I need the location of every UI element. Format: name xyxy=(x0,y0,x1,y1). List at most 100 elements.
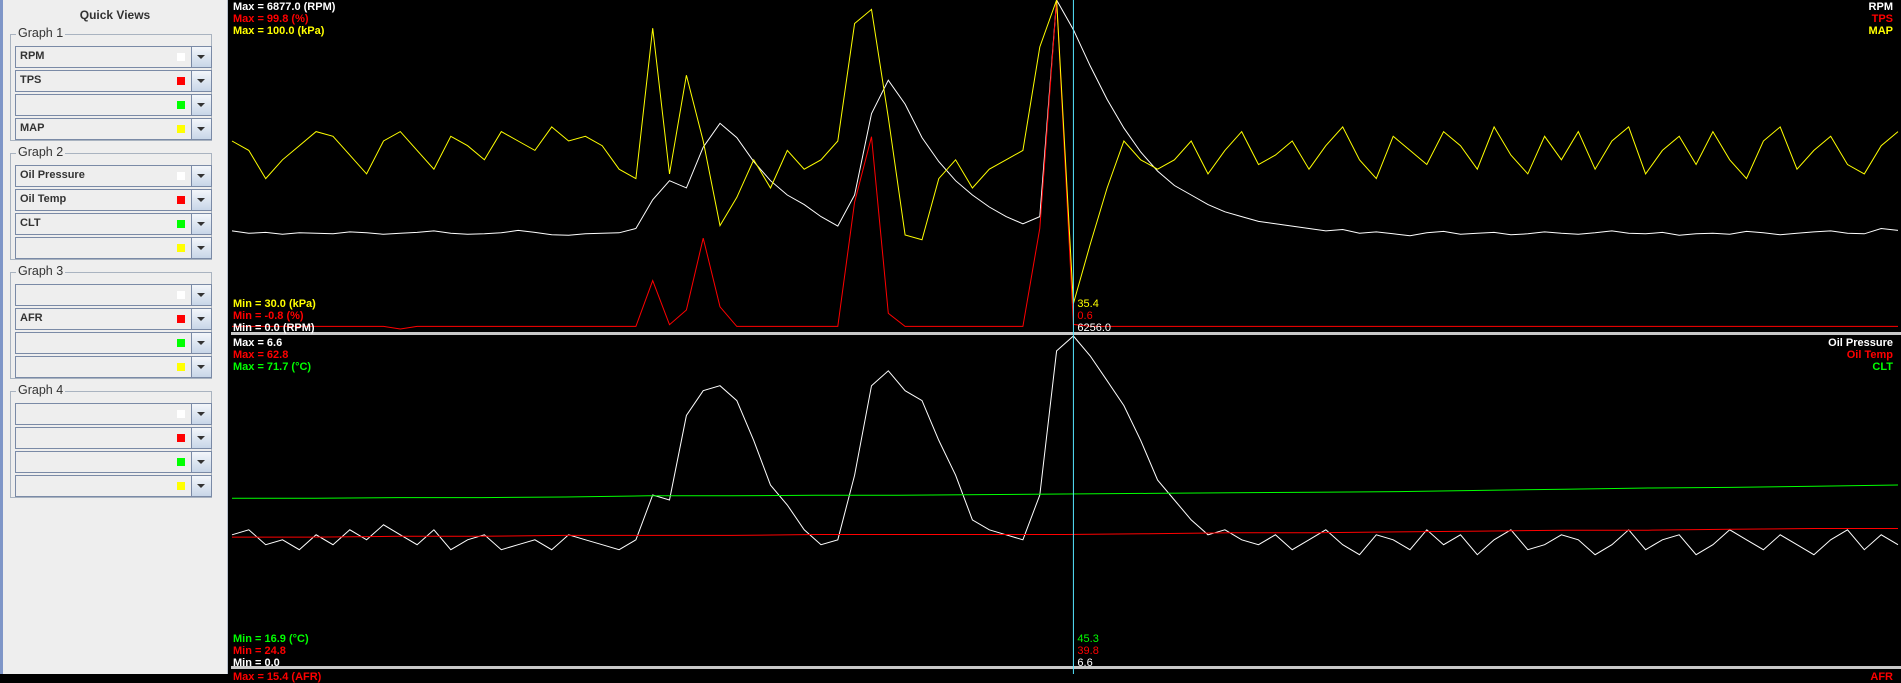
graph-canvas[interactable] xyxy=(231,0,1901,674)
color-swatch-icon xyxy=(177,363,185,371)
channel-select[interactable] xyxy=(15,451,212,473)
chevron-down-icon[interactable] xyxy=(191,71,211,91)
channel-select-value: AFR xyxy=(20,312,43,324)
legend-entry: Oil Pressure xyxy=(1828,337,1893,349)
graph-area[interactable]: Max = 6877.0 (RPM) RPM Min = 0.0 (RPM) 6256… xyxy=(231,0,1901,683)
chevron-down-icon[interactable] xyxy=(191,285,211,305)
channel-select[interactable] xyxy=(15,356,212,378)
chevron-down-icon[interactable] xyxy=(191,166,211,186)
color-swatch-icon xyxy=(177,458,185,466)
chevron-down-icon[interactable] xyxy=(191,357,211,377)
max-label: Max = 6877.0 (RPM) xyxy=(233,1,336,13)
channel-select-value: RPM xyxy=(20,50,45,62)
quick-views-panel: Quick Views Graph 1 RPM TPS MAP Graph 2 Oi… xyxy=(0,0,228,674)
series-line-rpm xyxy=(231,0,1899,237)
channel-select[interactable]: AFR xyxy=(15,308,212,330)
color-swatch-icon xyxy=(177,339,185,347)
legend-entry: Oil Temp xyxy=(1846,349,1893,361)
color-swatch-icon xyxy=(177,125,185,133)
graph-separator[interactable] xyxy=(231,332,1901,335)
color-swatch-icon xyxy=(177,244,185,252)
series-line-oil-temp xyxy=(232,528,1898,538)
chevron-down-icon[interactable] xyxy=(191,333,211,353)
legend-entry: CLT xyxy=(1872,361,1893,373)
color-swatch-icon xyxy=(177,172,185,180)
chevron-down-icon[interactable] xyxy=(191,309,211,329)
series-line-map xyxy=(231,0,1899,304)
cursor-value: 35.4 xyxy=(1077,298,1099,310)
group-title: Graph 1 xyxy=(16,26,66,40)
channel-select[interactable] xyxy=(15,403,212,425)
color-swatch-icon xyxy=(177,53,185,61)
min-label: Min = 24.8 xyxy=(233,645,286,657)
series-line-tps xyxy=(232,0,1898,330)
graph-1-group: Graph 1 RPM TPS MAP xyxy=(10,26,212,141)
chevron-down-icon[interactable] xyxy=(191,190,211,210)
color-swatch-icon xyxy=(177,434,185,442)
channel-select-value: MAP xyxy=(20,122,45,134)
cursor-value: 6.6 xyxy=(1077,657,1093,669)
min-label: Min = 16.9 (°C) xyxy=(233,633,309,645)
channel-select[interactable]: RPM xyxy=(15,46,212,68)
color-swatch-icon xyxy=(177,196,185,204)
chevron-down-icon[interactable] xyxy=(191,214,211,234)
graph-3-group: Graph 3 AFR xyxy=(10,264,212,379)
channel-select-value: TPS xyxy=(20,74,42,86)
color-swatch-icon xyxy=(177,77,185,85)
max-label: Max = 15.4 (AFR) xyxy=(233,671,322,683)
chevron-down-icon[interactable] xyxy=(191,119,211,139)
quick-views-title: Quick Views xyxy=(79,8,151,22)
color-swatch-icon xyxy=(177,482,185,490)
min-label: Min = -0.8 (%) xyxy=(233,310,304,322)
max-label: Max = 100.0 (kPa) xyxy=(233,25,325,37)
color-swatch-icon xyxy=(177,101,185,109)
channel-select[interactable] xyxy=(15,427,212,449)
channel-select-value: CLT xyxy=(20,217,41,229)
color-swatch-icon xyxy=(177,410,185,418)
chevron-down-icon[interactable] xyxy=(191,428,211,448)
channel-select-value: Oil Temp xyxy=(20,193,67,205)
chevron-down-icon[interactable] xyxy=(191,452,211,472)
legend-entry: AFR xyxy=(1870,671,1893,683)
channel-select[interactable]: MAP xyxy=(15,118,212,140)
channel-select[interactable] xyxy=(15,237,212,259)
graph-2-group: Graph 2 Oil Pressure Oil Temp CLT xyxy=(10,145,212,260)
color-swatch-icon xyxy=(177,315,185,323)
legend-entry: RPM xyxy=(1868,1,1893,13)
chevron-down-icon[interactable] xyxy=(191,476,211,496)
max-label: Max = 71.7 (°C) xyxy=(233,361,312,373)
channel-select[interactable] xyxy=(15,94,212,116)
legend-entry: MAP xyxy=(1868,25,1893,37)
channel-select[interactable] xyxy=(15,284,212,306)
chevron-down-icon[interactable] xyxy=(191,404,211,424)
chevron-down-icon[interactable] xyxy=(191,47,211,67)
channel-select[interactable]: CLT xyxy=(15,213,212,235)
max-label: Max = 99.8 (%) xyxy=(233,13,309,25)
cursor-value: 45.3 xyxy=(1077,633,1099,645)
min-label: Min = 30.0 (kPa) xyxy=(233,298,316,310)
channel-select-value: Oil Pressure xyxy=(20,169,85,181)
min-label: Min = 0.0 (RPM) xyxy=(233,322,315,334)
channel-select[interactable]: Oil Pressure xyxy=(15,165,212,187)
chevron-down-icon[interactable] xyxy=(191,95,211,115)
max-label: Max = 6.6 xyxy=(233,337,283,349)
channel-select[interactable] xyxy=(15,475,212,497)
cursor-value: 6256.0 xyxy=(1077,322,1112,334)
cursor-value: 39.8 xyxy=(1077,645,1099,657)
chevron-down-icon[interactable] xyxy=(191,238,211,258)
series-line-clt xyxy=(232,484,1899,499)
channel-select[interactable]: TPS xyxy=(15,70,212,92)
graph-separator[interactable] xyxy=(231,666,1901,669)
group-title: Graph 2 xyxy=(16,145,66,159)
group-title: Graph 3 xyxy=(16,264,66,278)
channel-select[interactable]: Oil Temp xyxy=(15,189,212,211)
min-label: Min = 0.0 xyxy=(233,657,280,669)
cursor-value: 0.6 xyxy=(1077,310,1093,322)
channel-select[interactable] xyxy=(15,332,212,354)
color-swatch-icon xyxy=(177,220,185,228)
max-label: Max = 62.8 xyxy=(233,349,289,361)
color-swatch-icon xyxy=(177,291,185,299)
series-line-oil-pressure xyxy=(231,335,1899,556)
group-title: Graph 4 xyxy=(16,383,66,397)
legend-entry: TPS xyxy=(1871,13,1893,25)
